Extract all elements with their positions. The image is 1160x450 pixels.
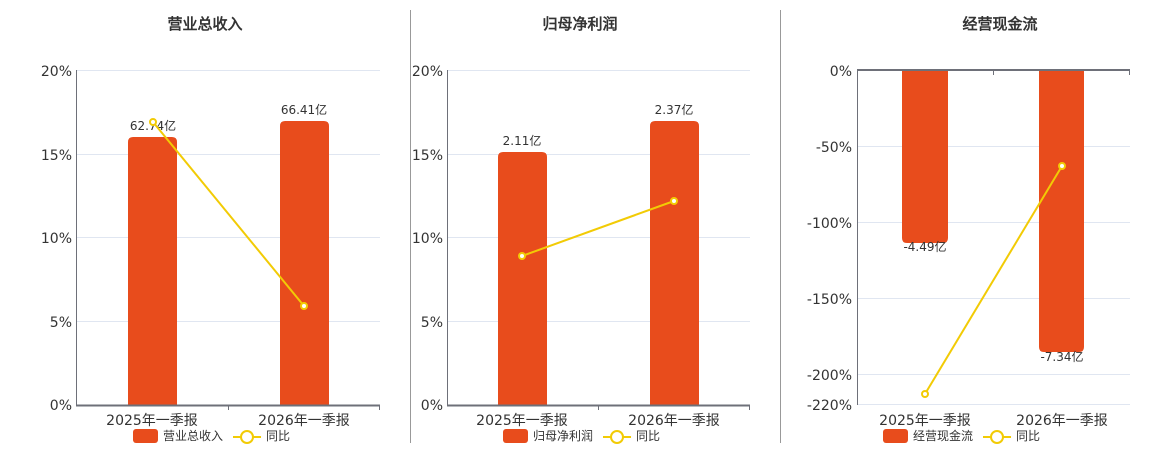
- axis-lines: [447, 70, 750, 410]
- bar[interactable]: [902, 70, 948, 243]
- yoy-point[interactable]: [1058, 162, 1066, 170]
- chart-panel-revenue: 营业总收入 20% 15% 10% 5% 0% 62.74亿 66.41亿: [0, 0, 410, 450]
- grid-lines: [857, 146, 1130, 405]
- legend: 营业总收入 同比: [133, 427, 290, 444]
- chart-panel-net-profit: 归母净利润 20% 15% 10% 5% 0% 2.11亿 2.37亿 2: [410, 0, 780, 450]
- y-tick: 20%: [41, 64, 72, 80]
- y-tick: -100%: [807, 216, 852, 232]
- legend-bar-label[interactable]: 归母净利润: [533, 429, 594, 443]
- bar-label: 2.37亿: [655, 102, 694, 117]
- y-tick: 10%: [412, 231, 443, 247]
- y-tick: 5%: [421, 315, 443, 331]
- y-tick: 20%: [412, 64, 443, 80]
- x-tick: 2025年一季报: [476, 413, 568, 429]
- yoy-point[interactable]: [921, 390, 929, 398]
- legend-line-swatch-icon[interactable]: [603, 429, 632, 444]
- chart-plot: 0% -50% -100% -150% -200% -220% -4.49亿 -…: [807, 64, 1130, 429]
- x-tick: 2025年一季报: [879, 413, 971, 429]
- legend-line-label[interactable]: 同比: [1016, 429, 1041, 443]
- divider: [410, 10, 411, 443]
- yoy-line: [521, 200, 675, 257]
- x-tick: 2025年一季报: [106, 413, 198, 429]
- legend: 归母净利润 同比: [503, 427, 660, 444]
- y-tick: -150%: [807, 292, 852, 308]
- legend-bar-swatch[interactable]: [503, 428, 528, 443]
- bar[interactable]: [1039, 70, 1084, 352]
- legend: 经营现金流 同比: [883, 427, 1040, 444]
- bar[interactable]: [128, 137, 177, 405]
- yoy-line: [152, 121, 305, 307]
- yoy-line: [924, 165, 1063, 395]
- y-tick: 5%: [50, 315, 72, 331]
- y-tick: 0%: [50, 398, 72, 414]
- legend-line-label[interactable]: 同比: [636, 429, 661, 443]
- bar-label: -4.49亿: [903, 239, 946, 254]
- chart-panel-operating-cash-flow: 经营现金流 0% -50% -100% -150% -200% -220% -4…: [780, 0, 1160, 450]
- legend-line-swatch-icon[interactable]: [233, 429, 262, 444]
- bar-label: -7.34亿: [1040, 349, 1083, 364]
- y-tick: -200%: [807, 368, 852, 384]
- legend-line-swatch-icon[interactable]: [983, 429, 1012, 444]
- yoy-point[interactable]: [670, 197, 678, 205]
- yoy-point[interactable]: [518, 252, 526, 260]
- grid-lines: [76, 70, 380, 322]
- y-tick: 0%: [830, 64, 852, 80]
- bar[interactable]: [498, 152, 547, 405]
- y-tick: -50%: [816, 140, 852, 156]
- chart-title: 经营现金流: [962, 15, 1038, 33]
- axis-lines: [857, 69, 1130, 405]
- x-tick: 2026年一季报: [1016, 413, 1108, 429]
- y-tick: 0%: [421, 398, 443, 414]
- bar[interactable]: [650, 121, 699, 405]
- yoy-point[interactable]: [149, 118, 157, 126]
- y-tick: 15%: [412, 148, 443, 164]
- bar-label: 66.41亿: [281, 102, 327, 117]
- axis-lines: [76, 70, 380, 410]
- y-tick: 10%: [41, 231, 72, 247]
- divider: [780, 10, 781, 443]
- chart-title: 归母净利润: [542, 15, 618, 33]
- legend-bar-swatch[interactable]: [883, 428, 908, 443]
- x-tick: 2026年一季报: [628, 413, 720, 429]
- x-tick: 2026年一季报: [258, 413, 350, 429]
- yoy-point[interactable]: [300, 302, 308, 310]
- y-tick: -220%: [807, 398, 852, 414]
- legend-bar-label[interactable]: 营业总收入: [163, 429, 224, 443]
- chart-plot: 20% 15% 10% 5% 0% 62.74亿 66.41亿 2025年一季报…: [41, 64, 380, 429]
- chart-title: 营业总收入: [167, 15, 243, 33]
- grid-lines: [447, 70, 750, 322]
- legend-line-label[interactable]: 同比: [266, 429, 291, 443]
- bar[interactable]: [280, 121, 329, 405]
- y-tick: 15%: [41, 148, 72, 164]
- chart-plot: 20% 15% 10% 5% 0% 2.11亿 2.37亿 2025年一季报 2…: [412, 64, 750, 429]
- bar-label: 2.11亿: [503, 133, 542, 148]
- legend-bar-label[interactable]: 经营现金流: [913, 429, 974, 443]
- legend-bar-swatch[interactable]: [133, 428, 158, 443]
